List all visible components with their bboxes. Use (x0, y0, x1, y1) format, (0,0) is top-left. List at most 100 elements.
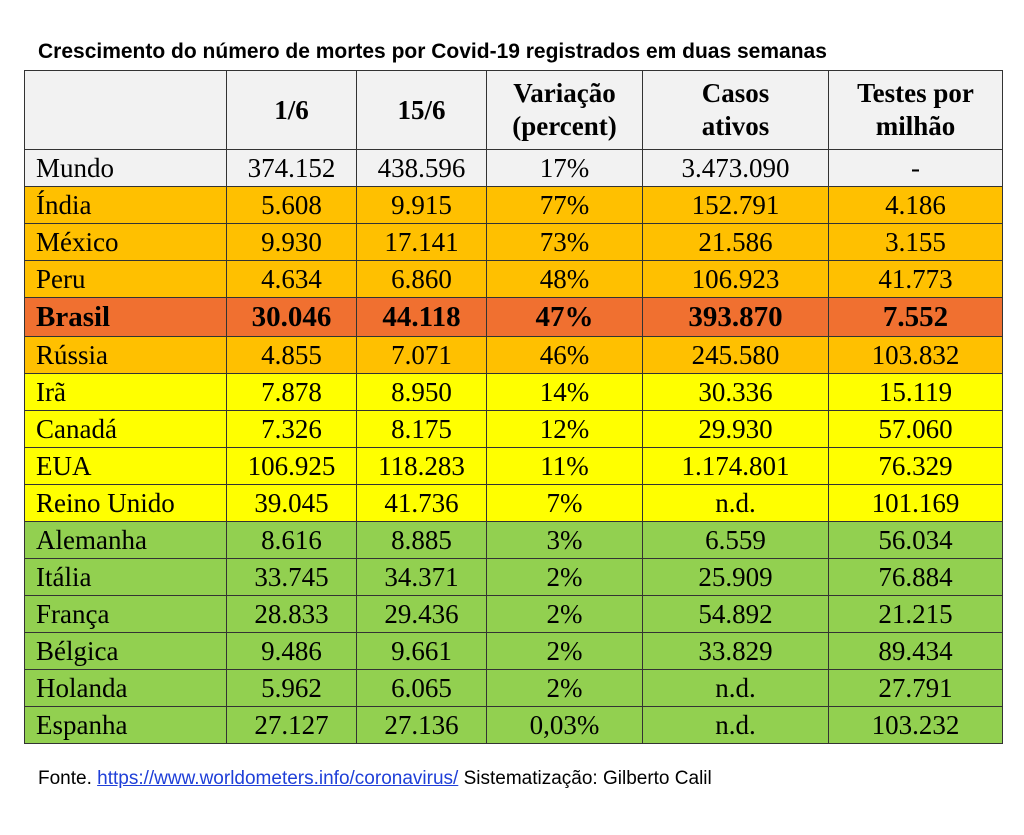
table-row: Peru 4.634 6.860 48% 106.923 41.773 (24, 260, 1003, 298)
cell-variation: 7% (486, 484, 643, 522)
cell-variation: 17% (486, 149, 643, 187)
cell-variation: 3% (486, 521, 643, 559)
cell-deaths-15-6: 6.065 (356, 669, 487, 707)
cell-deaths-1-6: 27.127 (226, 706, 357, 744)
header-tests-per-million: Testes por milhão (828, 70, 1003, 150)
header-country (24, 70, 227, 150)
cell-tests-per-million: - (828, 149, 1003, 187)
header-date-1-6: 1/6 (226, 70, 357, 150)
cell-active-cases: 30.336 (642, 373, 829, 411)
table-row: Itália 33.745 34.371 2% 25.909 76.884 (24, 558, 1003, 596)
source-link[interactable]: https://www.worldometers.info/coronaviru… (97, 768, 459, 789)
cell-deaths-1-6: 7.326 (226, 410, 357, 448)
cell-tests-per-million: 3.155 (828, 223, 1003, 261)
cell-active-cases: 1.174.801 (642, 447, 829, 485)
cell-active-cases: n.d. (642, 484, 829, 522)
cell-variation: 14% (486, 373, 643, 411)
cell-deaths-15-6: 7.071 (356, 336, 487, 374)
cell-country: Brasil (24, 297, 227, 337)
cell-deaths-15-6: 8.885 (356, 521, 487, 559)
table-title: Crescimento do número de mortes por Covi… (38, 40, 827, 63)
cell-tests-per-million: 27.791 (828, 669, 1003, 707)
header-active-cases-line2: ativos (701, 111, 770, 141)
cell-deaths-1-6: 4.855 (226, 336, 357, 374)
cell-variation: 46% (486, 336, 643, 374)
cell-active-cases: 21.586 (642, 223, 829, 261)
table-row: Alemanha 8.616 8.885 3% 6.559 56.034 (24, 521, 1003, 559)
cell-deaths-15-6: 8.175 (356, 410, 487, 448)
cell-deaths-15-6: 27.136 (356, 706, 487, 744)
cell-country: México (24, 223, 227, 261)
table-row: Holanda 5.962 6.065 2% n.d. 27.791 (24, 669, 1003, 707)
cell-active-cases: n.d. (642, 706, 829, 744)
cell-deaths-1-6: 28.833 (226, 595, 357, 633)
cell-country: Alemanha (24, 521, 227, 559)
cell-active-cases: 106.923 (642, 260, 829, 298)
cell-active-cases: 25.909 (642, 558, 829, 596)
cell-deaths-1-6: 4.634 (226, 260, 357, 298)
cell-variation: 0,03% (486, 706, 643, 744)
cell-deaths-1-6: 106.925 (226, 447, 357, 485)
cell-country: EUA (24, 447, 227, 485)
cell-variation: 73% (486, 223, 643, 261)
cell-deaths-15-6: 9.915 (356, 186, 487, 224)
cell-tests-per-million: 7.552 (828, 297, 1003, 337)
cell-tests-per-million: 15.119 (828, 373, 1003, 411)
table-row: Irã 7.878 8.950 14% 30.336 15.119 (24, 373, 1003, 411)
cell-deaths-15-6: 17.141 (356, 223, 487, 261)
cell-deaths-15-6: 44.118 (356, 297, 487, 337)
cell-active-cases: 3.473.090 (642, 149, 829, 187)
cell-deaths-1-6: 33.745 (226, 558, 357, 596)
cell-deaths-1-6: 374.152 (226, 149, 357, 187)
cell-tests-per-million: 76.329 (828, 447, 1003, 485)
cell-deaths-1-6: 7.878 (226, 373, 357, 411)
cell-country: Irã (24, 373, 227, 411)
table-row: Reino Unido 39.045 41.736 7% n.d. 101.169 (24, 484, 1003, 522)
cell-country: França (24, 595, 227, 633)
cell-country: Holanda (24, 669, 227, 707)
cell-variation: 2% (486, 632, 643, 670)
cell-active-cases: 6.559 (642, 521, 829, 559)
cell-variation: 47% (486, 297, 643, 337)
table-row: Canadá 7.326 8.175 12% 29.930 57.060 (24, 410, 1003, 448)
cell-active-cases: n.d. (642, 669, 829, 707)
cell-country: Peru (24, 260, 227, 298)
footer-prefix: Fonte. (38, 768, 98, 789)
cell-deaths-1-6: 9.486 (226, 632, 357, 670)
table-row: Brasil 30.046 44.118 47% 393.870 7.552 (24, 297, 1003, 337)
cell-active-cases: 29.930 (642, 410, 829, 448)
cell-country: Espanha (24, 706, 227, 744)
cell-country: Rússia (24, 336, 227, 374)
cell-country: Índia (24, 186, 227, 224)
cell-tests-per-million: 56.034 (828, 521, 1003, 559)
cell-variation: 77% (486, 186, 643, 224)
cell-deaths-1-6: 39.045 (226, 484, 357, 522)
header-variation-line2: (percent) (512, 111, 617, 141)
cell-deaths-1-6: 5.608 (226, 186, 357, 224)
footer-suffix: Sistematização: Gilberto Calil (458, 768, 712, 789)
table-row: França 28.833 29.436 2% 54.892 21.215 (24, 595, 1003, 633)
cell-deaths-15-6: 34.371 (356, 558, 487, 596)
header-variation: Variação (percent) (486, 70, 643, 150)
cell-active-cases: 245.580 (642, 336, 829, 374)
cell-tests-per-million: 89.434 (828, 632, 1003, 670)
cell-active-cases: 33.829 (642, 632, 829, 670)
table-header-row: 1/6 15/6 Variação (percent) Casos ativos T… (24, 70, 1003, 150)
cell-variation: 11% (486, 447, 643, 485)
header-tests-line1: Testes por (857, 78, 974, 108)
cell-variation: 48% (486, 260, 643, 298)
table-body: Mundo 374.152 438.596 17% 3.473.090- Índia 5.6… (24, 149, 1003, 744)
cell-deaths-15-6: 29.436 (356, 595, 487, 633)
cell-country: Bélgica (24, 632, 227, 670)
table-row: EUA 106.925 118.283 11% 1.174.801 76.329 (24, 447, 1003, 485)
table-row: Espanha 27.127 27.136 0,03% n.d. 103.232 (24, 706, 1003, 744)
cell-deaths-1-6: 9.930 (226, 223, 357, 261)
header-active-cases: Casos ativos (642, 70, 829, 150)
cell-active-cases: 393.870 (642, 297, 829, 337)
table-row: Bélgica 9.486 9.661 2% 33.829 89.434 (24, 632, 1003, 670)
header-tests-line2: milhão (875, 111, 956, 141)
cell-deaths-1-6: 30.046 (226, 297, 357, 337)
cell-tests-per-million: 41.773 (828, 260, 1003, 298)
cell-tests-per-million: 103.232 (828, 706, 1003, 744)
header-variation-line1: Variação (513, 78, 616, 108)
